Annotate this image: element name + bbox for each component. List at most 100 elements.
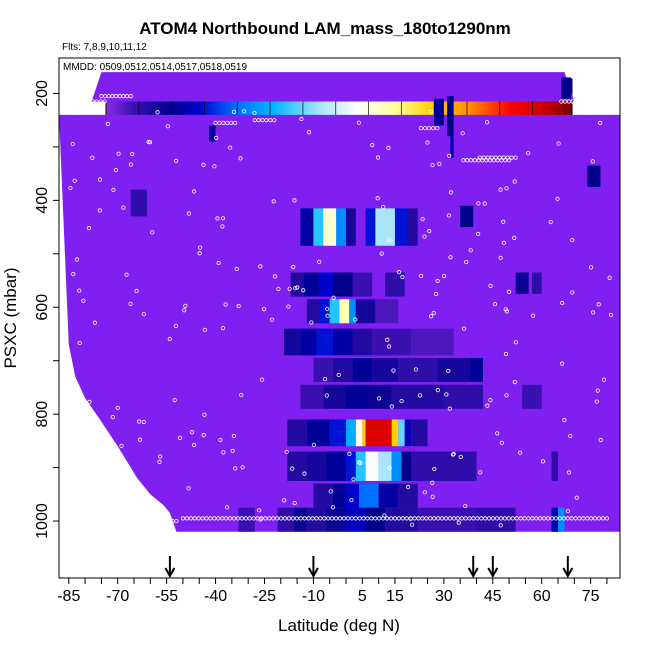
sample-point [510, 516, 515, 521]
sample-point [604, 516, 610, 521]
sample-point [349, 516, 354, 521]
sample-point [251, 516, 256, 521]
heatmap-cell [355, 299, 376, 324]
sample-point [66, 99, 71, 104]
sample-point [128, 94, 133, 99]
sample-point [278, 516, 284, 521]
sample-point [514, 516, 519, 521]
sample-point [396, 270, 402, 275]
sample-point [331, 295, 336, 300]
sample-point [503, 351, 509, 357]
sample-point [172, 398, 177, 403]
heatmap-cell [437, 358, 470, 383]
sample-point [482, 201, 487, 206]
heatmap-cell [326, 451, 347, 481]
sample-point [460, 131, 465, 136]
sample-point [437, 161, 442, 166]
sample-point [430, 480, 435, 485]
sample-point [477, 155, 482, 160]
sample-point [476, 201, 481, 206]
sample-point [434, 291, 439, 297]
sample-point [455, 516, 460, 521]
heatmap-cell [447, 96, 454, 137]
sample-point [85, 518, 91, 524]
sample-point [90, 155, 95, 160]
sample-point [591, 310, 596, 315]
sample-point [495, 431, 500, 436]
sample-point [498, 516, 504, 521]
sample-point [357, 516, 362, 521]
sample-point [458, 454, 463, 459]
sample-point [358, 460, 363, 466]
sample-point [66, 518, 71, 524]
profile-arrow-head [467, 567, 479, 579]
sample-point [506, 516, 511, 521]
sample-point [582, 99, 587, 104]
sample-point [276, 286, 281, 292]
sample-point [192, 442, 197, 448]
sample-point [429, 314, 434, 319]
sample-point [502, 516, 507, 521]
sample-point [427, 126, 432, 131]
sample-point [257, 508, 262, 513]
sample-point [155, 518, 160, 524]
sample-point [337, 516, 343, 521]
x-tick-label: 60 [533, 588, 551, 605]
sample-point [493, 155, 498, 160]
sample-point [560, 361, 565, 366]
sample-point [267, 516, 272, 521]
sample-point [214, 135, 219, 140]
sample-point [451, 451, 456, 457]
sample-point [353, 516, 358, 521]
sample-point [447, 153, 452, 158]
sample-point [443, 516, 449, 521]
sample-point [220, 216, 226, 221]
heatmap-cell [460, 205, 474, 228]
sample-point [568, 433, 573, 439]
heatmap-cell [346, 208, 356, 246]
sample-point [98, 99, 103, 104]
sample-point [322, 516, 327, 521]
sample-point [173, 323, 179, 329]
sample-point [513, 340, 518, 345]
heatmap-cell [306, 451, 327, 481]
profile-arrow [467, 556, 479, 579]
heatmap-cell [306, 299, 320, 324]
sample-point [282, 516, 288, 521]
sample-point [81, 298, 86, 303]
sample-point [292, 198, 297, 203]
sample-point [70, 141, 75, 147]
heatmap-cell [336, 208, 347, 246]
sample-point [578, 99, 583, 104]
sample-point [596, 302, 601, 307]
sample-point [310, 516, 315, 521]
sample-point [180, 516, 186, 521]
sample-point [77, 340, 82, 346]
sample-point [501, 240, 506, 245]
sample-point [341, 516, 347, 521]
sample-point [92, 320, 97, 325]
sample-point [311, 442, 316, 447]
sample-point [89, 518, 94, 524]
sample-point [325, 313, 330, 318]
sample-point [431, 310, 436, 316]
sample-point [259, 516, 264, 521]
heatmap-cell [290, 272, 304, 297]
sample-point [94, 99, 99, 104]
sample-point [128, 301, 133, 306]
sample-point [227, 516, 233, 521]
sample-point [102, 99, 107, 104]
sample-point [391, 368, 396, 373]
sample-point [293, 286, 298, 291]
heatmap-cell [300, 208, 314, 246]
sample-point [462, 326, 467, 331]
sample-point [595, 388, 600, 393]
sample-point [216, 516, 221, 521]
x-tick-label: -40 [204, 588, 227, 605]
sample-point [561, 516, 566, 521]
sample-point [448, 255, 453, 260]
heatmap-cell [398, 419, 405, 447]
sample-point [494, 516, 500, 521]
flights-subtitle: Flts: 7,8,9,10,11,12 [62, 42, 147, 53]
sample-point [290, 466, 295, 471]
